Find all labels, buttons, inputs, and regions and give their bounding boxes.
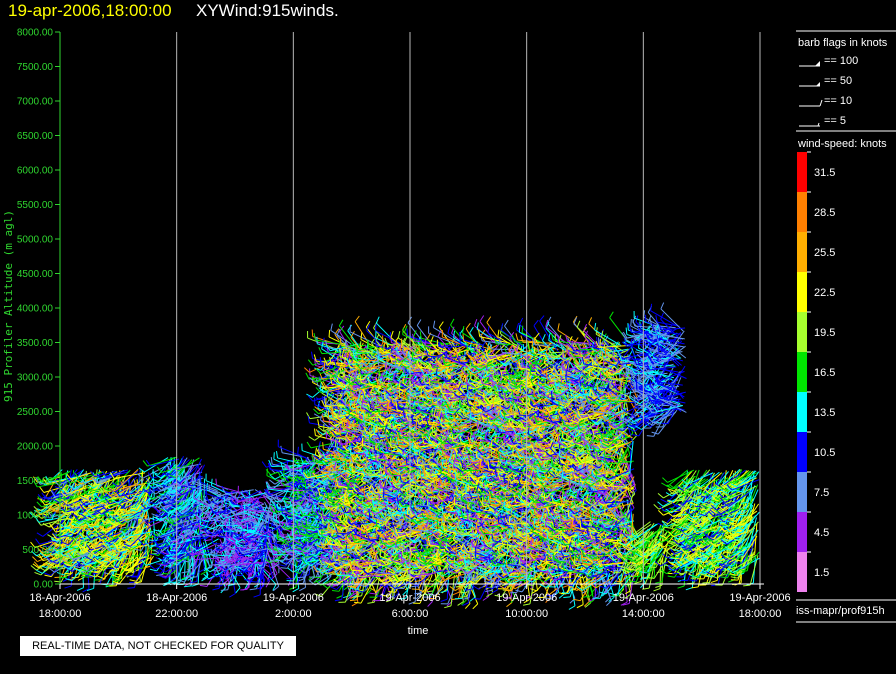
header-product: XYWind:915winds. [196,1,339,21]
wind-barb-1064 [210,478,237,499]
wind-barb-89 [37,495,72,503]
wind-barb-118 [48,557,78,573]
header-datetime: 19-apr-2006,18:00:00 [8,1,172,21]
wind-barb-149 [52,544,82,554]
wind-barb-225 [68,522,94,540]
wind-barb-82 [38,470,71,485]
wind-barb-179 [51,535,86,548]
wind-barb-212 [65,557,91,582]
wind-barb-81 [39,484,71,493]
wind-barbs-layer [29,302,760,610]
wind-barb-231 [66,471,93,480]
wind-barb-2201 [354,315,369,344]
wind-barb-62 [36,517,68,537]
wind-barb-71 [42,511,70,528]
